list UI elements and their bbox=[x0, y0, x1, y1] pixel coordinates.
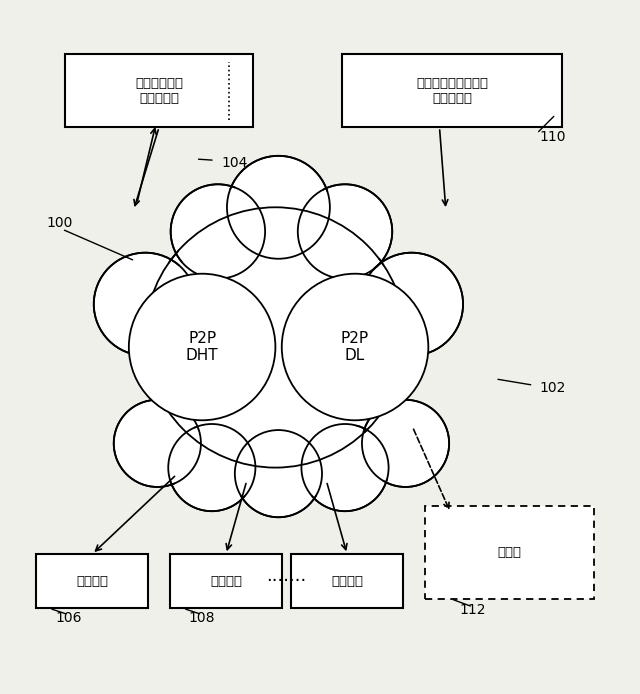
Text: P2P
DL: P2P DL bbox=[341, 331, 369, 363]
Text: 112: 112 bbox=[460, 602, 486, 616]
Circle shape bbox=[145, 208, 406, 468]
Circle shape bbox=[365, 403, 445, 484]
Circle shape bbox=[298, 185, 392, 279]
Text: 106: 106 bbox=[55, 611, 81, 625]
Bar bbox=[170, 554, 282, 608]
Circle shape bbox=[227, 156, 330, 259]
Text: 104: 104 bbox=[221, 156, 248, 171]
Text: エスクローサービス
プロバイダ: エスクローサービス プロバイダ bbox=[416, 76, 488, 105]
Bar bbox=[65, 54, 253, 127]
Text: 102: 102 bbox=[540, 382, 566, 396]
Ellipse shape bbox=[129, 273, 275, 421]
Circle shape bbox=[98, 257, 193, 351]
Circle shape bbox=[168, 424, 255, 511]
Text: ユーザ１: ユーザ１ bbox=[76, 575, 108, 588]
Bar bbox=[291, 554, 403, 608]
Circle shape bbox=[231, 160, 326, 255]
Text: 108: 108 bbox=[189, 611, 216, 625]
Circle shape bbox=[114, 400, 201, 487]
Circle shape bbox=[117, 403, 198, 484]
Circle shape bbox=[94, 253, 196, 355]
Bar bbox=[342, 54, 562, 127]
Circle shape bbox=[364, 257, 459, 351]
Text: 100: 100 bbox=[46, 216, 72, 230]
Text: ユーザＮ: ユーザＮ bbox=[331, 575, 363, 588]
Text: 110: 110 bbox=[540, 130, 566, 144]
Text: ·······: ······· bbox=[266, 572, 307, 590]
Circle shape bbox=[156, 218, 395, 457]
Circle shape bbox=[238, 434, 319, 514]
Text: P2P
DHT: P2P DHT bbox=[186, 331, 218, 363]
Circle shape bbox=[362, 400, 449, 487]
Circle shape bbox=[235, 430, 322, 517]
Circle shape bbox=[175, 188, 261, 275]
Bar bbox=[36, 554, 148, 608]
Text: 発行者: 発行者 bbox=[497, 546, 522, 559]
Bar bbox=[425, 507, 594, 599]
Circle shape bbox=[360, 253, 463, 355]
Text: ユーザ２: ユーザ２ bbox=[210, 575, 242, 588]
Circle shape bbox=[305, 428, 385, 508]
Text: 交換サービス
プロバイダ: 交換サービス プロバイダ bbox=[135, 76, 183, 105]
Circle shape bbox=[171, 185, 265, 279]
Circle shape bbox=[301, 188, 388, 275]
Circle shape bbox=[172, 428, 252, 508]
Ellipse shape bbox=[282, 273, 428, 421]
Circle shape bbox=[301, 424, 388, 511]
